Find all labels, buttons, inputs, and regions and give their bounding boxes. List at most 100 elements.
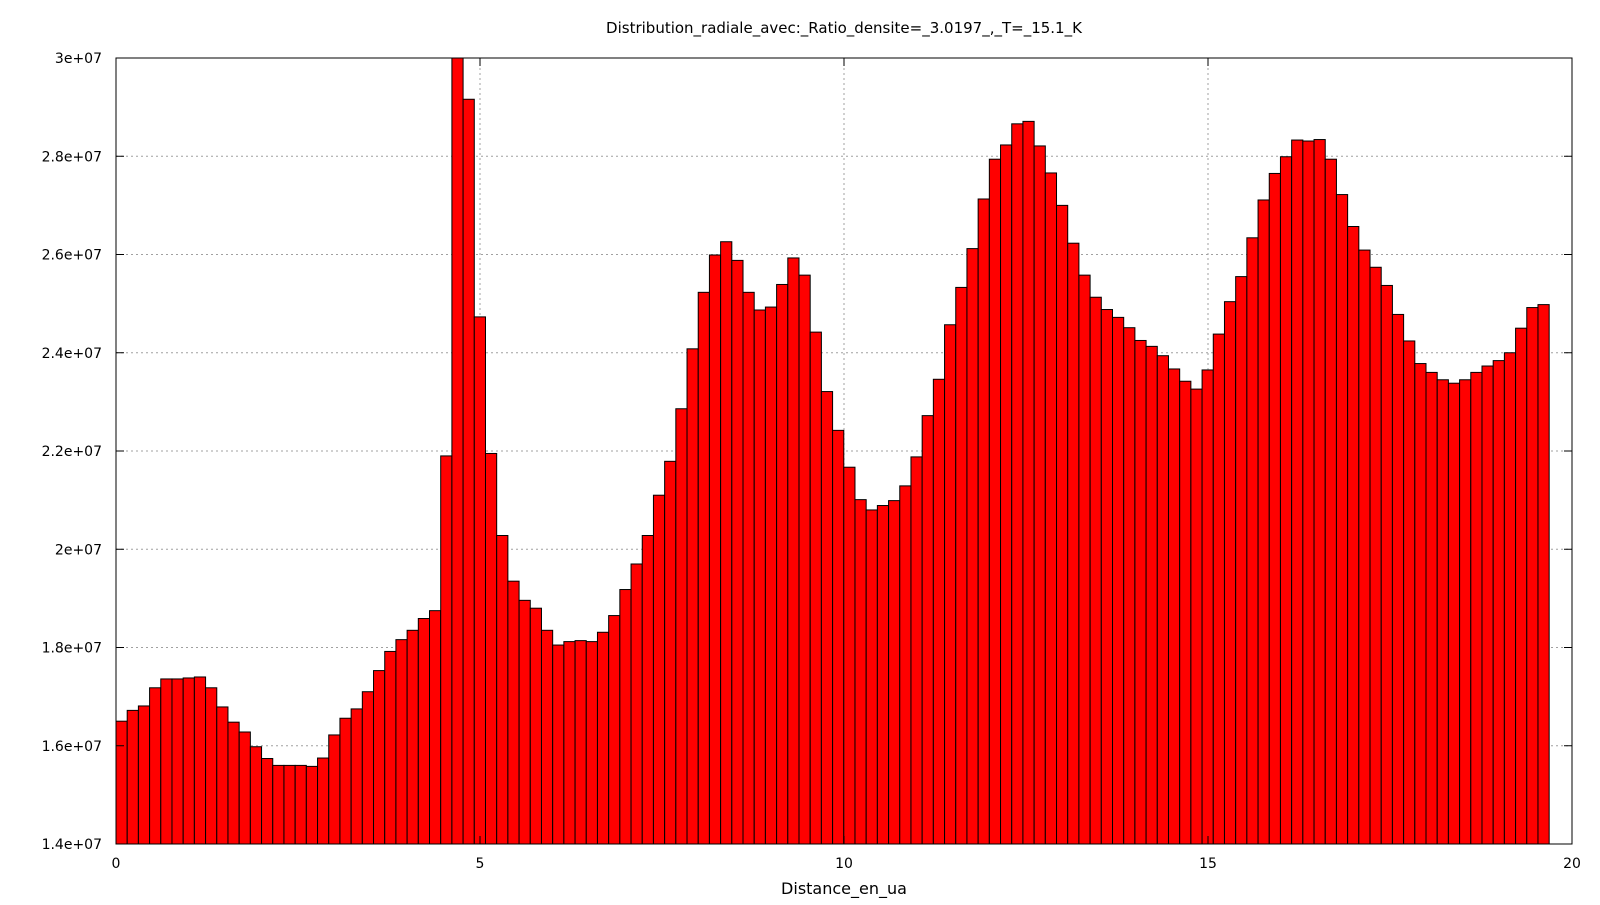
histogram-bar: [619, 589, 632, 845]
histogram-bar: [966, 248, 979, 845]
histogram-bar: [1123, 327, 1136, 845]
histogram-bar: [1000, 144, 1013, 845]
histogram-bar: [1515, 327, 1528, 845]
histogram-bar: [171, 678, 184, 845]
histogram-bar: [126, 709, 139, 845]
histogram-bar: [1302, 140, 1315, 845]
histogram-bar: [238, 731, 251, 845]
histogram-bar: [1201, 369, 1214, 845]
histogram-bar: [1291, 139, 1304, 845]
y-tick-label: 2.4e+07: [42, 346, 102, 362]
histogram-bar: [1235, 276, 1248, 845]
histogram-bar: [1134, 339, 1147, 845]
histogram-bar: [977, 198, 990, 845]
histogram-bar: [1145, 345, 1158, 845]
histogram-bar: [675, 408, 688, 845]
x-tick-labels: 0 5 10 15 20: [112, 856, 1581, 872]
histogram-bar: [384, 650, 397, 845]
histogram-bar: [339, 717, 352, 845]
histogram-bar: [429, 610, 442, 845]
x-axis-label: Distance_en_ua: [781, 879, 907, 899]
histogram-bar: [462, 98, 475, 845]
histogram-bar: [395, 639, 408, 845]
histogram-bar: [1156, 355, 1169, 845]
histogram-bar: [753, 309, 766, 845]
histogram-bar: [1190, 388, 1203, 845]
histogram-bar: [373, 670, 386, 845]
histogram-bar: [820, 391, 834, 845]
histogram-bar: [261, 758, 274, 845]
y-tick-label: 1.6e+07: [42, 739, 102, 755]
histogram-bar: [854, 499, 867, 845]
histogram-bar: [440, 455, 453, 845]
histogram-bar: [417, 618, 431, 845]
histogram-bar: [1078, 274, 1091, 845]
y-tick-label: 3e+07: [55, 51, 102, 67]
histogram-bar: [1481, 365, 1494, 845]
histogram-bar: [249, 746, 263, 845]
histogram-bar: [787, 257, 800, 845]
histogram-bar: [1112, 316, 1125, 845]
histogram-bar: [1391, 313, 1405, 845]
histogram-bar: [160, 678, 173, 845]
histogram-bar: [518, 599, 531, 845]
histogram-bar: [720, 241, 733, 845]
chart-title: Distribution_radiale_avec:_Ratio_densite…: [606, 19, 1083, 38]
histogram-bar: [1067, 242, 1080, 845]
histogram-bar: [630, 563, 643, 845]
histogram-bar: [115, 720, 128, 845]
histogram-bar: [1347, 225, 1360, 845]
histogram-bar: [272, 764, 285, 845]
histogram-bar: [1447, 382, 1461, 845]
histogram-bar: [317, 757, 330, 845]
y-tick-label: 2.8e+07: [42, 149, 102, 165]
histogram-bar: [361, 691, 375, 845]
histogram-bar: [182, 677, 195, 845]
histogram-bar: [507, 580, 520, 845]
histogram-bar: [832, 429, 845, 845]
histogram-bar: [1167, 368, 1181, 845]
histogram-bar: [1358, 249, 1371, 845]
histogram-bar: [921, 415, 934, 845]
y-tick-labels: 1.4e+07 1.6e+07 1.8e+07 2e+07 2.2e+07 2.4e+07…: [42, 51, 102, 853]
histogram-bar: [708, 254, 722, 845]
histogram-bar: [1403, 340, 1416, 845]
y-tick-label: 2e+07: [55, 542, 102, 558]
histogram-bar: [1223, 301, 1237, 845]
x-tick-label: 15: [1199, 856, 1217, 872]
histogram-bar: [664, 460, 677, 845]
x-tick-label: 0: [112, 856, 121, 872]
histogram-bar: [1537, 304, 1550, 845]
histogram-bar: [328, 734, 341, 845]
histogram-bar: [1369, 266, 1382, 845]
histogram-bar: [1459, 379, 1472, 845]
histogram-bar: [1011, 123, 1024, 845]
histogram-bar: [1380, 284, 1393, 845]
histogram-bar: [608, 615, 621, 845]
histogram-bar: [473, 316, 486, 845]
x-tick-label: 5: [476, 856, 485, 872]
histogram-bar: [1056, 204, 1069, 845]
histogram-bar: [227, 721, 240, 845]
histogram-bar: [1246, 237, 1259, 845]
y-tick-label: 1.4e+07: [42, 837, 102, 853]
histogram-bar: [944, 324, 957, 845]
histogram-bar: [776, 283, 789, 845]
histogram-bar: [764, 306, 778, 845]
histogram-bar: [205, 687, 218, 845]
y-tick-label: 2.6e+07: [42, 248, 102, 264]
histogram-bar: [451, 57, 464, 845]
histogram-bar: [1257, 199, 1270, 845]
histogram-bar: [1526, 307, 1539, 845]
histogram-bar: [843, 466, 856, 845]
histogram-bar: [697, 291, 710, 845]
histogram-bar: [876, 505, 890, 845]
histogram-bar: [1470, 371, 1483, 845]
histogram-bar: [529, 607, 542, 845]
histogram-bar: [1212, 333, 1225, 845]
histogram-bar: [899, 485, 912, 845]
histogram-bar: [955, 286, 968, 845]
histogram-bar: [1179, 380, 1192, 845]
histogram-bar: [1436, 379, 1449, 845]
